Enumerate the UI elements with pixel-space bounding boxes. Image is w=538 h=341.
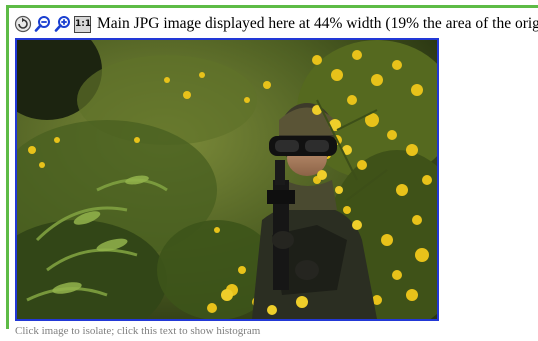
photo-illustration: [17, 40, 437, 319]
viewer-frame: [6, 5, 538, 329]
main-image[interactable]: [15, 38, 439, 321]
image-toolbar: 1:1 Main JPG image displayed here at 44%…: [14, 13, 538, 35]
zoom-out-icon[interactable]: [34, 15, 52, 33]
histogram-hint[interactable]: Click image to isolate; click this text …: [15, 325, 261, 337]
zoom-in-icon[interactable]: [54, 15, 72, 33]
soldier: [252, 103, 377, 319]
actual-size-button[interactable]: 1:1: [74, 15, 91, 33]
rotate-icon[interactable]: [14, 15, 32, 33]
image-caption: Main JPG image displayed here at 44% wid…: [97, 15, 538, 32]
